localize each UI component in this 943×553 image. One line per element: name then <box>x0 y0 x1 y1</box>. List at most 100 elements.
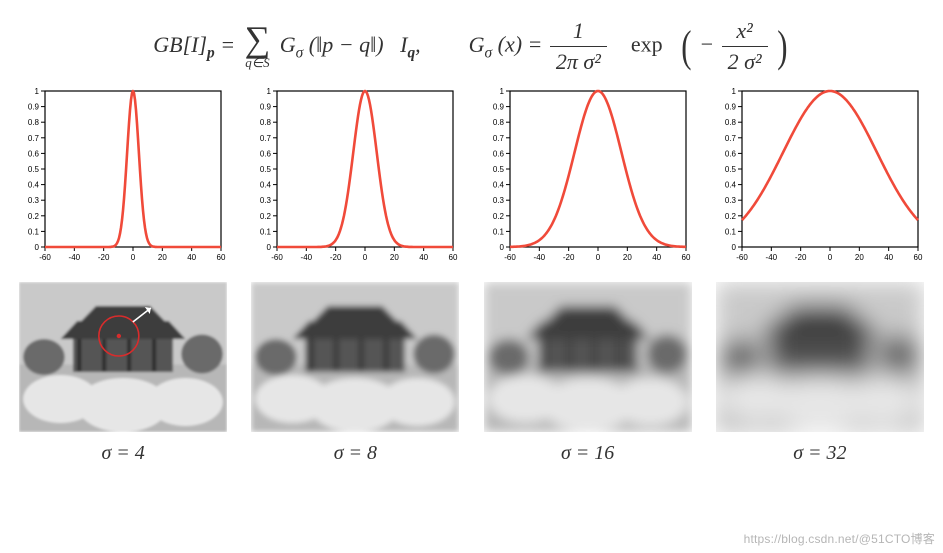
gaussian-curve-chart: 0 0.1 0.2 0.3 0.4 0.5 0.6 0.7 0.8 0.9 1 -60 -40 -20 0 2… <box>19 85 227 270</box>
svg-text:0.3: 0.3 <box>260 196 272 205</box>
svg-text:0: 0 <box>35 243 40 252</box>
svg-text:0.6: 0.6 <box>725 149 737 158</box>
svg-text:0: 0 <box>131 253 136 262</box>
svg-text:0.2: 0.2 <box>260 212 272 221</box>
gb-lhs: GB[I]p <box>153 32 214 57</box>
sigma-label: σ = 4 <box>101 442 144 465</box>
svg-text:0.1: 0.1 <box>260 227 272 236</box>
svg-text:0.6: 0.6 <box>493 149 505 158</box>
kernel-arg: (‖p − q‖) <box>309 32 384 57</box>
svg-text:0: 0 <box>828 253 833 262</box>
svg-text:-40: -40 <box>765 253 777 262</box>
svg-text:20: 20 <box>623 253 632 262</box>
svg-text:0.8: 0.8 <box>725 118 737 127</box>
svg-text:0: 0 <box>731 243 736 252</box>
svg-text:0.5: 0.5 <box>725 165 737 174</box>
blurred-photo <box>251 282 459 432</box>
svg-text:0.5: 0.5 <box>28 165 40 174</box>
svg-text:0.3: 0.3 <box>28 196 40 205</box>
svg-text:20: 20 <box>390 253 399 262</box>
svg-text:0.1: 0.1 <box>28 227 40 236</box>
panel-sigma-16: 00.10.20.30.40.50.60.70.80.91-60-40-2002… <box>478 85 698 465</box>
svg-text:-20: -20 <box>330 253 342 262</box>
svg-text:0.8: 0.8 <box>28 118 40 127</box>
svg-text:60: 60 <box>217 253 226 262</box>
svg-text:1: 1 <box>731 87 736 96</box>
svg-text:0.4: 0.4 <box>725 181 737 190</box>
svg-text:0.6: 0.6 <box>260 149 272 158</box>
equals: = <box>220 32 240 57</box>
gaussian-curve-chart: 0 0.1 0.2 0.3 0.4 0.5 0.6 0.7 0.8 0.9 1 -60 -40 -20 0 2… <box>251 85 459 270</box>
svg-text:1: 1 <box>499 87 504 96</box>
svg-text:0.1: 0.1 <box>725 227 737 236</box>
panel-sigma-4: 0 0.1 0.2 0.3 0.4 0.5 0.6 0.7 0.8 0.9 1 -60 -40 -20 0 2… <box>13 85 233 465</box>
svg-text:-60: -60 <box>736 253 748 262</box>
frac-1-over-2pisigma2: 1 2π σ² <box>550 18 607 75</box>
formula-row: GB[I]p = ∑ q∈S Gσ (‖p − q‖) Iq, Gσ (x) =… <box>0 0 943 85</box>
svg-text:0.7: 0.7 <box>260 134 272 143</box>
svg-text:-60: -60 <box>504 253 516 262</box>
svg-text:0.7: 0.7 <box>28 134 40 143</box>
svg-text:0.4: 0.4 <box>28 181 40 190</box>
svg-text:0.5: 0.5 <box>493 165 505 174</box>
svg-text:60: 60 <box>449 253 458 262</box>
svg-text:40: 40 <box>652 253 661 262</box>
gaussian-curve-chart: 00.10.20.30.40.50.60.70.80.91-60-40-2002… <box>484 85 692 270</box>
svg-text:0.6: 0.6 <box>28 149 40 158</box>
panels-row: 0 0.1 0.2 0.3 0.4 0.5 0.6 0.7 0.8 0.9 1 -60 -40 -20 0 2… <box>0 85 943 465</box>
svg-text:40: 40 <box>884 253 893 262</box>
svg-text:0.3: 0.3 <box>493 196 505 205</box>
sigma-label: σ = 32 <box>793 442 846 465</box>
blurred-photo <box>19 282 227 432</box>
svg-text:0.7: 0.7 <box>493 134 505 143</box>
watermark: https://blog.csdn.net/@51CTO博客 <box>744 530 935 547</box>
svg-text:0.9: 0.9 <box>28 103 40 112</box>
sigma-label: σ = 16 <box>561 442 614 465</box>
svg-text:0.9: 0.9 <box>725 103 737 112</box>
svg-text:1: 1 <box>35 87 40 96</box>
I-q: Iq <box>400 32 415 57</box>
formula-left: GB[I]p = ∑ q∈S Gσ (‖p − q‖) Iq, <box>153 23 420 71</box>
svg-text:40: 40 <box>187 253 196 262</box>
svg-text:0.2: 0.2 <box>725 212 737 221</box>
svg-text:20: 20 <box>855 253 864 262</box>
svg-text:-20: -20 <box>563 253 575 262</box>
svg-text:-40: -40 <box>69 253 81 262</box>
svg-text:0.5: 0.5 <box>260 165 272 174</box>
panel-sigma-8: 0 0.1 0.2 0.3 0.4 0.5 0.6 0.7 0.8 0.9 1 -60 -40 -20 0 2… <box>245 85 465 465</box>
svg-text:0.8: 0.8 <box>493 118 505 127</box>
svg-text:0.9: 0.9 <box>260 103 272 112</box>
svg-text:60: 60 <box>681 253 690 262</box>
svg-text:1: 1 <box>267 87 272 96</box>
summation: ∑ q∈S <box>245 23 271 71</box>
blurred-photo <box>716 282 924 432</box>
svg-text:60: 60 <box>913 253 922 262</box>
lparen: ( <box>681 21 691 72</box>
svg-text:0.4: 0.4 <box>260 181 272 190</box>
svg-text:0: 0 <box>595 253 600 262</box>
svg-text:0: 0 <box>267 243 272 252</box>
svg-text:20: 20 <box>158 253 167 262</box>
sigma-label: σ = 8 <box>334 442 377 465</box>
svg-text:0: 0 <box>363 253 368 262</box>
svg-text:0.8: 0.8 <box>260 118 272 127</box>
svg-text:0.4: 0.4 <box>493 181 505 190</box>
exp: exp <box>631 32 663 57</box>
svg-text:0: 0 <box>499 243 504 252</box>
frac-x2-over-2sigma2: x² 2 σ² <box>722 18 768 75</box>
gaussian-curve-chart: 00.10.20.30.40.50.60.70.80.91-60-40-2002… <box>716 85 924 270</box>
svg-text:-60: -60 <box>272 253 284 262</box>
svg-text:0.2: 0.2 <box>493 212 505 221</box>
svg-text:0.9: 0.9 <box>493 103 505 112</box>
svg-text:-60: -60 <box>39 253 51 262</box>
blurred-photo <box>484 282 692 432</box>
svg-text:-40: -40 <box>301 253 313 262</box>
svg-text:0.2: 0.2 <box>28 212 40 221</box>
svg-text:-20: -20 <box>98 253 110 262</box>
svg-text:0.3: 0.3 <box>725 196 737 205</box>
kernel-G: Gσ <box>280 32 303 57</box>
svg-text:-40: -40 <box>533 253 545 262</box>
panel-sigma-32: 00.10.20.30.40.50.60.70.80.91-60-40-2002… <box>710 85 930 465</box>
rparen: ) <box>777 21 787 72</box>
formula-right: Gσ (x) = 1 2π σ² exp ( − x² 2 σ² ) <box>469 18 790 75</box>
